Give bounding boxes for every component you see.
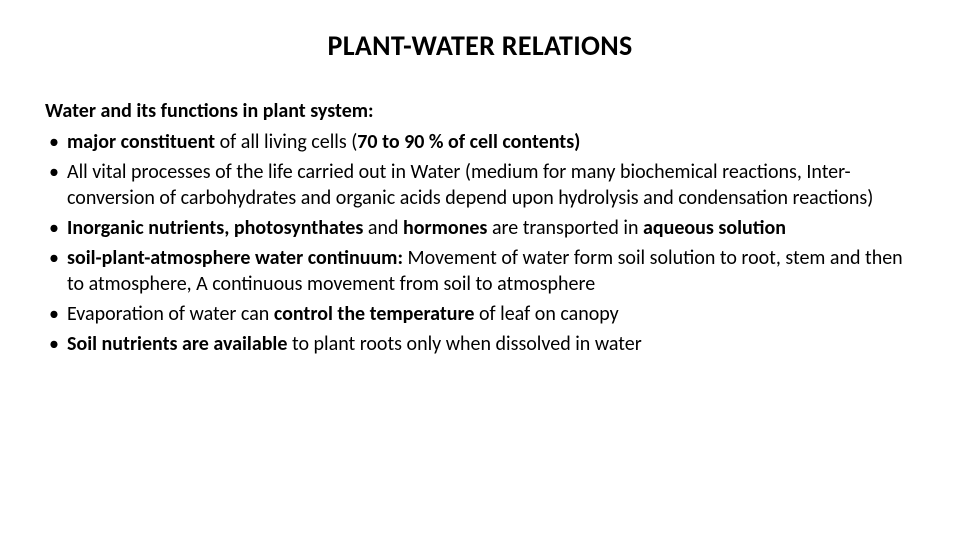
bullet-item: major constituent of all living cells (7… [45,129,915,155]
bullet-item: soil-plant-atmosphere water continuum: M… [45,245,915,297]
text-segment: of leaf on canopy [479,302,619,326]
slide: PLANT-WATER RELATIONS Water and its func… [0,0,960,540]
text-segment: aqueous solution [643,216,786,240]
text-segment: and [368,216,403,240]
text-segment: are transported in [492,216,643,240]
text-segment: soil-plant-atmosphere water continuum: [67,246,408,270]
text-segment: major constituent [67,130,220,154]
slide-subheading: Water and its functions in plant system: [45,99,915,123]
bullet-item: All vital processes of the life carried … [45,159,915,211]
text-segment: of all living cells ( [220,130,358,154]
text-segment: control the temperature [274,302,479,326]
bullet-list: major constituent of all living cells (7… [45,129,915,357]
bullet-item: Inorganic nutrients, photosynthates and … [45,215,915,241]
text-segment: Inorganic nutrients, photosynthates [67,216,368,240]
bullet-item: Evaporation of water can control the tem… [45,301,915,327]
text-segment: 70 to 90 % of cell contents) [357,130,580,154]
text-segment: Soil nutrients are available [67,332,292,356]
text-segment: hormones [403,216,492,240]
text-segment: Evaporation of water can [67,302,274,326]
text-segment: to plant roots only when dissolved in wa… [292,332,642,356]
bullet-item: Soil nutrients are available to plant ro… [45,331,915,357]
slide-title: PLANT-WATER RELATIONS [45,28,915,63]
text-segment: All vital processes of the life carried … [67,160,873,210]
